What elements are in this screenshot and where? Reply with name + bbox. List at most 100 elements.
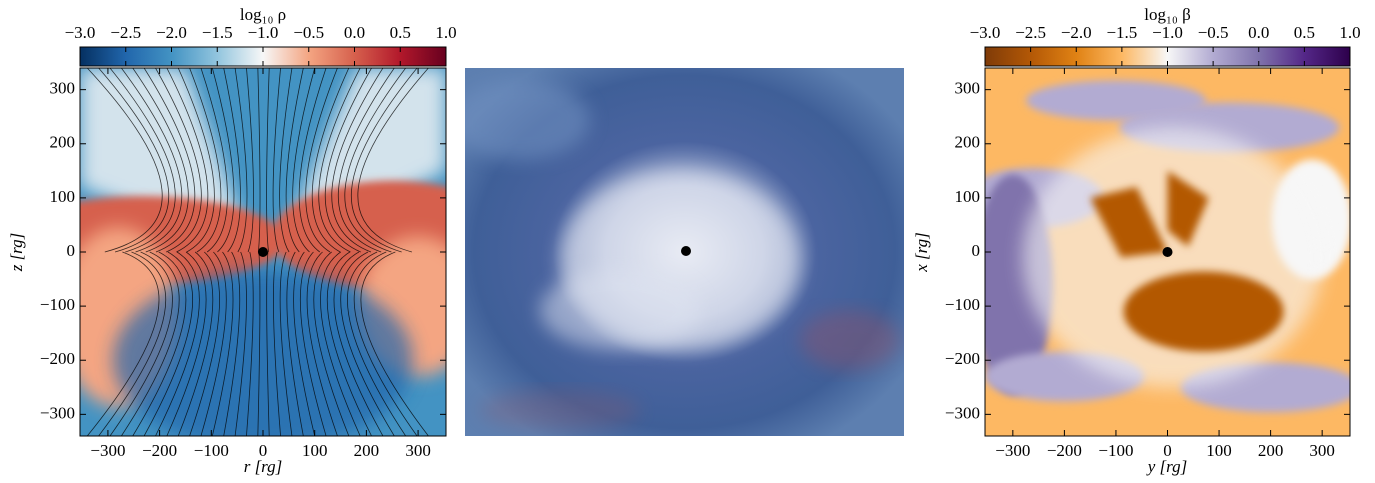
streamline [305, 68, 338, 253]
streamline [326, 251, 372, 436]
y-tick-label: 0 [972, 241, 981, 260]
streamline [318, 68, 361, 253]
y-tick-label: 300 [955, 79, 981, 98]
streamline [246, 68, 254, 253]
heatmap-image [1167, 170, 1209, 247]
streamline [189, 251, 220, 436]
streamline [223, 251, 241, 436]
y-tick-label: 100 [955, 187, 981, 206]
x-tick-label: 100 [1206, 441, 1232, 460]
x-tick-label: 200 [354, 441, 380, 460]
streamline [98, 68, 170, 253]
colorbar-tick-label: −2.5 [1015, 23, 1046, 42]
streamline [331, 68, 384, 253]
colorbar-tick-label: −1.0 [1152, 23, 1183, 42]
streamline [86, 68, 163, 253]
streamline [306, 251, 338, 436]
x-tick-label: 100 [302, 441, 328, 460]
streamline [299, 251, 327, 436]
x-axis-label: r [rg] [244, 457, 283, 476]
streamline [234, 251, 247, 436]
streamline [132, 68, 189, 253]
colorbar-label: log₁₀ β [1144, 5, 1190, 24]
streamline [223, 68, 241, 253]
streamline [279, 251, 293, 436]
colorbar-tick-label: −3.0 [970, 23, 1001, 42]
colorbar-tick-label: −2.5 [110, 23, 141, 42]
y-tick-label: −100 [40, 295, 75, 314]
streamline [285, 68, 304, 253]
streamline [121, 251, 180, 436]
streamline [298, 68, 327, 253]
center-marker [1162, 247, 1173, 257]
center-marker [258, 247, 268, 257]
streamline [324, 68, 372, 253]
colorbar-tick-label: 0.0 [1248, 23, 1269, 42]
streamline [121, 68, 183, 253]
colorbar-label: log₁₀ ρ [240, 5, 286, 24]
y-tick-label: −100 [945, 295, 980, 314]
heatmap-image [113, 270, 413, 436]
streamline [177, 68, 215, 253]
y-tick-label: −300 [40, 403, 75, 422]
streamline [177, 251, 214, 436]
streamline [166, 251, 207, 436]
x-tick-label: −100 [1098, 441, 1133, 460]
colorbar-tick-label: −1.5 [1106, 23, 1137, 42]
x-tick-label: −200 [1047, 441, 1082, 460]
streamline [266, 251, 270, 436]
y-axis-label: z [rg] [7, 233, 26, 273]
streamline [200, 251, 227, 436]
streamline [98, 251, 167, 436]
streamline [189, 68, 222, 253]
streamline [109, 68, 176, 253]
streamline [353, 251, 418, 436]
y-tick-label: 100 [50, 187, 76, 206]
x-tick-label: 200 [1258, 441, 1284, 460]
colorbar-tick-label: −0.5 [1198, 23, 1229, 42]
streamline [333, 251, 384, 436]
streamline [166, 68, 209, 253]
heatmap-image [1123, 271, 1284, 352]
y-tick-label: 0 [67, 241, 76, 260]
x-tick-label: −200 [142, 441, 177, 460]
y-tick-label: 200 [955, 133, 981, 152]
colorbar-tick-label: 0.5 [390, 23, 411, 42]
streamline [273, 251, 281, 436]
streamline [338, 68, 395, 253]
x-tick-label: 300 [405, 441, 431, 460]
streamline [266, 68, 270, 253]
colorbar-tick-label: −3.0 [65, 23, 96, 42]
streamline [272, 68, 281, 253]
streamline [143, 68, 196, 253]
streamline [257, 251, 261, 436]
colorbar-tick-label: 0.0 [344, 23, 365, 42]
heatmap-image [1025, 80, 1206, 121]
x-tick-label: −300 [995, 441, 1030, 460]
streamline [320, 251, 361, 436]
x-axis-label: y [rg] [1146, 457, 1188, 476]
streamline [246, 251, 254, 436]
streamline [109, 251, 173, 436]
y-tick-label: −200 [40, 349, 75, 368]
streamline [155, 68, 202, 253]
colorbar-tick-label: −1.0 [248, 23, 279, 42]
streamline [340, 251, 395, 436]
streamline [292, 68, 316, 253]
heatmap [985, 68, 1350, 436]
streamline [313, 251, 350, 436]
streamline [286, 251, 304, 436]
colorbar-tick-label: −0.5 [293, 23, 324, 42]
colorbar-tick-label: 1.0 [435, 23, 456, 42]
heatmap [80, 68, 446, 436]
streamline [132, 251, 187, 436]
streamline [279, 68, 293, 253]
heatmap-image [1090, 187, 1168, 258]
streamline [155, 251, 200, 436]
x-tick-label: 0 [1163, 441, 1172, 460]
y-tick-label: 300 [50, 79, 76, 98]
x-tick-label: −100 [194, 441, 229, 460]
streamline [360, 251, 429, 436]
streamline [311, 68, 350, 253]
